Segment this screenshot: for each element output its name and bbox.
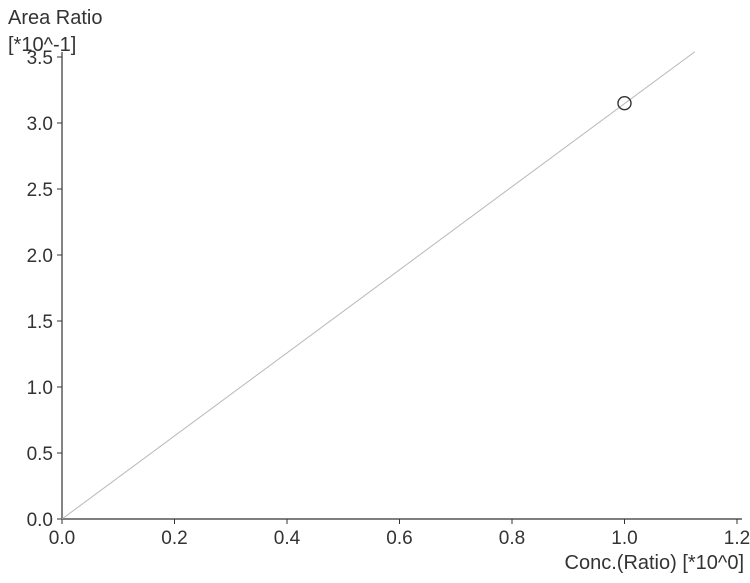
- x-axis: 0.0 0.2 0.4 0.6 0.8 1.0 1.2: [49, 518, 750, 549]
- y-tick-label: 0.0: [27, 510, 53, 531]
- calibration-fit-line: [61, 51, 696, 520]
- y-axis: 0.0 0.5 1.0 1.5 2.0 2.5 3.0 3.5: [27, 48, 63, 531]
- x-tick-label: 0.8: [499, 528, 525, 549]
- data-points: [617, 95, 632, 111]
- data-point: [617, 95, 632, 111]
- x-tick-label: 0.0: [49, 528, 75, 549]
- y-tick-label: 1.0: [27, 378, 53, 399]
- x-tick-label: 0.2: [161, 528, 187, 549]
- y-tick-label: 2.5: [27, 180, 53, 201]
- y-tick-label: 3.0: [27, 114, 53, 135]
- y-tick-label: 1.5: [27, 312, 53, 333]
- fit-lines: [61, 51, 696, 520]
- x-tick-label: 1.2: [724, 528, 750, 549]
- y-axis-multiplier: [*10^-1]: [8, 34, 77, 56]
- y-tick-label: 3.5: [27, 48, 53, 69]
- y-tick-label: 0.5: [27, 444, 53, 465]
- y-axis-title: Area Ratio: [8, 7, 103, 29]
- x-axis-title: Conc.(Ratio) [*10^0]: [564, 552, 744, 574]
- x-tick-label: 0.4: [274, 528, 301, 549]
- x-tick-label: 0.6: [386, 528, 412, 549]
- y-tick-label: 2.0: [27, 246, 53, 267]
- x-tick-label: 1.0: [611, 528, 637, 549]
